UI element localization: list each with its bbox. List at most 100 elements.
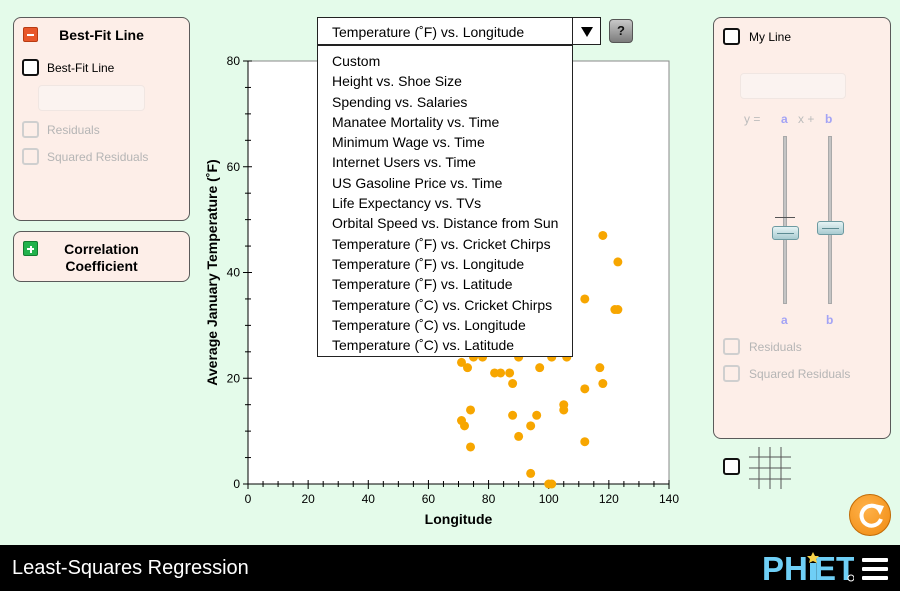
dataset-option[interactable]: Spending vs. Salaries <box>332 93 468 110</box>
my-line-checkbox[interactable] <box>723 28 740 45</box>
data-point <box>460 421 470 431</box>
x-tick-label: 140 <box>659 492 679 506</box>
x-tick-label: 100 <box>539 492 559 506</box>
slider-b-thumb[interactable] <box>817 221 844 236</box>
dataset-option[interactable]: Internet Users vs. Time <box>332 154 476 171</box>
dataset-option[interactable]: Temperature (˚F) vs. Cricket Chirps <box>332 235 551 252</box>
phet-logo[interactable]: PH ET <box>762 551 854 585</box>
y-tick-label: 40 <box>227 266 241 280</box>
data-point <box>514 431 524 441</box>
data-point <box>580 437 590 447</box>
my-line-label: My Line <box>749 30 792 44</box>
equation-y-label: y = <box>744 112 761 126</box>
data-point <box>463 363 473 373</box>
dataset-option[interactable]: Temperature (˚C) vs. Latitude <box>332 337 515 354</box>
data-point <box>526 421 536 431</box>
x-tick-label: 80 <box>482 492 496 506</box>
data-point <box>532 410 542 420</box>
data-point <box>466 442 476 452</box>
best-fit-squared-residuals-label: Squared Residuals <box>47 150 149 164</box>
dataset-option[interactable]: Minimum Wage vs. Time <box>332 134 485 151</box>
correlation-coefficient-panel: Correlation Coefficient <box>13 231 190 282</box>
reset-icon <box>859 503 884 528</box>
dataset-option[interactable]: US Gasoline Price vs. Time <box>332 174 503 191</box>
data-point <box>526 468 536 478</box>
dataset-dropdown-list: Custom Height vs. Shoe Size Spending vs. S… <box>317 45 573 357</box>
my-line-squared-residuals-checkbox[interactable] <box>723 365 740 382</box>
dataset-option[interactable]: Orbital Speed vs. Distance from Sun <box>332 215 559 232</box>
dataset-option[interactable]: Temperature (˚F) vs. Longitude <box>332 255 525 272</box>
best-fit-line-checkbox[interactable] <box>22 59 39 76</box>
my-line-panel: My Line y = a x + b a b Residuals Square… <box>713 17 891 439</box>
x-tick-label: 20 <box>301 492 315 506</box>
expand-icon[interactable] <box>23 241 38 256</box>
dataset-combo-box[interactable]: Temperature (˚F) vs. Longitude <box>317 17 601 45</box>
dataset-option[interactable]: Manatee Mortality vs. Time <box>332 113 500 130</box>
dataset-option[interactable]: Temperature (˚C) vs. Longitude <box>332 316 526 333</box>
triangle-down-icon <box>581 27 593 37</box>
data-point <box>466 405 476 415</box>
dataset-selected-value: Temperature (˚F) vs. Longitude <box>332 24 525 40</box>
y-tick-label: 20 <box>227 371 241 385</box>
data-point <box>613 305 623 315</box>
data-point <box>580 384 590 394</box>
data-point <box>613 257 623 267</box>
navigation-bar: Least-Squares Regression PH ET <box>0 545 900 591</box>
dataset-option[interactable]: Life Expectancy vs. TVs <box>332 195 482 212</box>
y-tick-label: 80 <box>227 54 241 68</box>
svg-text:ET: ET <box>814 551 854 585</box>
equation-x-label: x + <box>798 112 815 126</box>
slider-a-track[interactable] <box>783 136 787 304</box>
best-fit-panel-title: Best-Fit Line <box>59 27 144 43</box>
combo-arrow-button[interactable] <box>572 18 600 44</box>
correlation-panel-title: Correlation Coefficient <box>44 241 159 275</box>
slider-a-zero-tick <box>775 217 795 218</box>
data-point <box>505 368 515 378</box>
x-tick-label: 60 <box>422 492 436 506</box>
dataset-option[interactable]: Temperature (˚F) vs. Latitude <box>332 276 513 293</box>
my-line-equation-readout <box>740 73 846 99</box>
y-axis-title: Average January Temperature (˚F) <box>204 159 220 385</box>
data-point <box>508 410 518 420</box>
x-tick-label: 0 <box>245 492 252 506</box>
x-tick-label: 120 <box>599 492 619 506</box>
equation-a-label: a <box>781 112 788 126</box>
slider-a-thumb[interactable] <box>772 226 799 241</box>
best-fit-panel: Best-Fit Line Best-Fit Line Residuals Sq… <box>13 17 190 221</box>
data-point <box>535 363 545 373</box>
best-fit-equation-readout <box>38 85 145 111</box>
grid-checkbox[interactable] <box>723 458 740 475</box>
my-line-residuals-checkbox[interactable] <box>723 338 740 355</box>
data-point <box>457 357 467 367</box>
best-fit-squared-residuals-checkbox[interactable] <box>22 148 39 165</box>
best-fit-residuals-label: Residuals <box>47 123 100 137</box>
x-tick-label: 40 <box>362 492 376 506</box>
collapse-icon[interactable] <box>23 27 38 42</box>
slider-b-track[interactable] <box>828 136 832 304</box>
my-line-squared-residuals-label: Squared Residuals <box>749 367 851 381</box>
correlation-title-line2: Coefficient <box>65 258 138 274</box>
dataset-option[interactable]: Custom <box>332 53 381 69</box>
data-point <box>580 294 590 304</box>
dataset-option[interactable]: Temperature (˚C) vs. Cricket Chirps <box>332 296 553 313</box>
slider-a-label: a <box>781 313 788 327</box>
data-point <box>547 479 557 489</box>
slider-b-label: b <box>826 313 834 327</box>
y-tick-label: 60 <box>227 160 241 174</box>
best-fit-line-label: Best-Fit Line <box>47 61 115 75</box>
data-point <box>598 230 608 240</box>
best-fit-residuals-checkbox[interactable] <box>22 121 39 138</box>
reset-all-button[interactable] <box>849 494 891 536</box>
sim-title: Least-Squares Regression <box>12 557 249 579</box>
equation-b-label: b <box>825 112 833 126</box>
data-point <box>595 363 605 373</box>
help-button[interactable]: ? <box>609 19 633 43</box>
my-line-residuals-label: Residuals <box>749 340 802 354</box>
y-tick-label: 0 <box>233 477 240 491</box>
grid-icon <box>749 447 791 489</box>
dataset-option[interactable]: Height vs. Shoe Size <box>332 73 462 90</box>
data-point <box>508 379 518 389</box>
hamburger-menu-icon[interactable] <box>862 558 888 580</box>
svg-text:PH: PH <box>762 551 808 585</box>
data-point <box>598 379 608 389</box>
